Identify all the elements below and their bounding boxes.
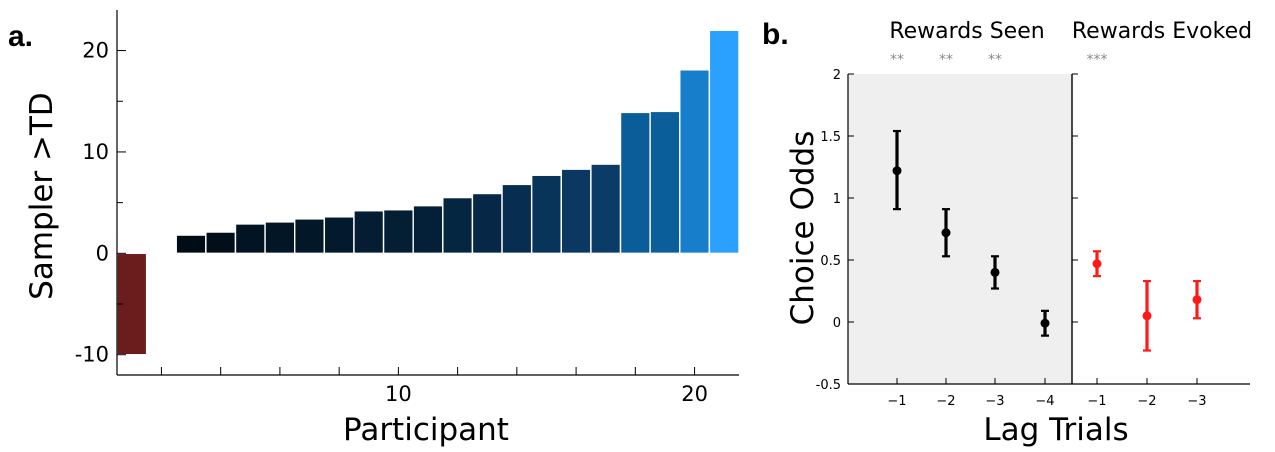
x-tick-label: −4: [1035, 394, 1054, 409]
x-tick-label: 20: [681, 382, 708, 406]
data-point: [1092, 259, 1102, 269]
bar: [442, 196, 474, 255]
bar: [708, 29, 740, 255]
panel-b-label: b.: [762, 18, 789, 51]
panel-a-bars: [116, 29, 740, 356]
y-tick-label: 10: [82, 140, 109, 164]
panel-b-x-axis-title: Lag Trials: [983, 412, 1128, 448]
rewards-seen-shading: [848, 74, 1072, 384]
data-point: [1192, 295, 1202, 305]
y-tick-label: -10: [75, 343, 109, 367]
y-tick-label: 0: [833, 316, 841, 331]
bar: [264, 221, 296, 255]
bar: [412, 204, 444, 255]
significance-marker: **: [988, 52, 1002, 68]
bar: [590, 163, 622, 255]
panel-b-background: [848, 74, 1072, 384]
bar: [560, 168, 592, 255]
y-tick-label: 2: [833, 68, 841, 83]
bar: [353, 210, 385, 255]
data-point: [1142, 311, 1152, 321]
y-tick-label: -0.5: [816, 378, 841, 393]
panel-a-x-axis-title: Participant: [343, 412, 509, 448]
panel-b-dot-plot: b. -0.500.511.52−1**−2**−3**−4 −1***−2 −3 …: [762, 18, 1252, 448]
bar: [679, 69, 711, 255]
x-tick-label: −2: [1137, 394, 1156, 409]
data-point: [990, 267, 1000, 277]
y-tick-label: 20: [82, 39, 109, 63]
x-tick-label: −3: [1187, 394, 1206, 409]
data-point: [892, 166, 902, 176]
panel-b-axes: -0.5 0 0.5 1 1.5 2 −1 ** −2 ** −3 ** −4 −1 *** −2 −3: [816, 52, 1250, 409]
bar: [234, 223, 266, 255]
data-point: [1040, 318, 1050, 328]
bar: [501, 183, 533, 255]
x-tick-label: −3: [985, 394, 1004, 409]
bar: [175, 234, 207, 255]
panel-a-y-axis-title: Sampler >TD: [24, 92, 60, 300]
panel-a-axes: -10 0 10 20 10 20: [75, 10, 739, 406]
bar: [323, 216, 355, 255]
bar: [205, 231, 237, 255]
bar: [145, 252, 177, 255]
x-tick-label: 10: [385, 382, 412, 406]
bar: [382, 209, 414, 255]
panel-a-label: a.: [8, 20, 33, 53]
y-tick-label: 0.5: [820, 254, 841, 269]
bar: [471, 192, 503, 255]
y-tick-label: 1.5: [820, 130, 841, 145]
panel-a-bar-chart: a. -10 0 10 20 10 20 Participant Sampler >TD: [8, 10, 740, 448]
group-title-rewards-seen: Rewards Seen: [889, 19, 1044, 44]
x-tick-label: −2: [936, 394, 955, 409]
bar: [294, 218, 326, 255]
panel-b-y-axis-title: Choice Odds: [785, 131, 821, 326]
bar: [530, 174, 562, 255]
x-tick-label: −1: [1087, 394, 1106, 409]
significance-marker: **: [939, 52, 953, 68]
bar: [619, 111, 651, 255]
bar: [649, 110, 681, 255]
data-point: [941, 228, 951, 238]
y-tick-label: 1: [833, 192, 841, 207]
group-title-rewards-evoked: Rewards Evoked: [1072, 19, 1252, 44]
x-tick-label: −1: [887, 394, 906, 409]
y-tick-label: 0: [96, 241, 109, 265]
significance-marker: **: [890, 52, 904, 68]
significance-marker: ***: [1087, 52, 1108, 68]
panel-b-points: [892, 129, 1202, 352]
